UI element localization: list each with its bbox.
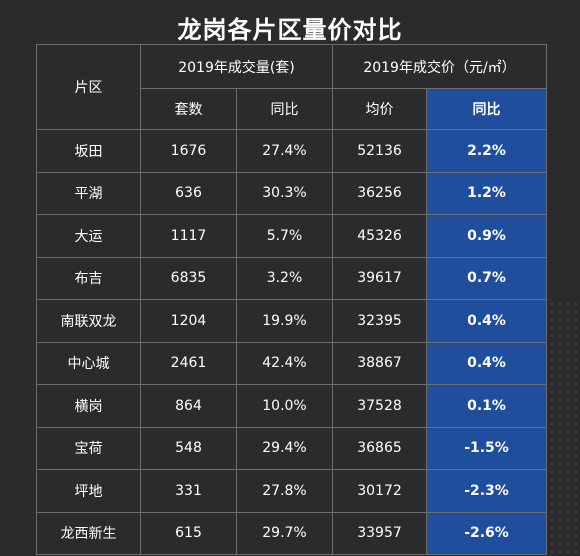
- cell-units-yoy: 29.7%: [236, 511, 333, 555]
- cell-avg-price: 37528: [332, 384, 427, 428]
- cell-zone: 坂田: [36, 129, 141, 173]
- cell-avg-price: 30172: [332, 469, 427, 513]
- cell-price-yoy: 0.9%: [425, 214, 548, 258]
- cell-units-yoy: 5.7%: [236, 214, 333, 258]
- cell-price-yoy: 1.2%: [425, 171, 548, 215]
- cell-zone: 大运: [36, 214, 141, 258]
- cell-units: 1204: [140, 299, 237, 343]
- cell-avg-price: 45326: [332, 214, 427, 258]
- table-row: 龙西新生 615 29.7% 33957 -2.6%: [36, 511, 548, 555]
- cell-units: 864: [140, 384, 237, 428]
- cell-units: 548: [140, 426, 237, 470]
- cell-price-yoy: 0.7%: [425, 256, 548, 300]
- cell-units: 1676: [140, 129, 237, 173]
- table-row: 大运 1117 5.7% 45326 0.9%: [36, 214, 548, 258]
- cell-zone: 南联双龙: [36, 299, 141, 343]
- header-units-yoy: 同比: [236, 88, 333, 130]
- table-row: 坂田 1676 27.4% 52136 2.2%: [36, 129, 548, 173]
- comparison-table: 片区 2019年成交量(套) 2019年成交价（元/㎡） 套数 同比 均价 同比…: [36, 44, 548, 555]
- cell-avg-price: 32395: [332, 299, 427, 343]
- table-row: 南联双龙 1204 19.9% 32395 0.4%: [36, 299, 548, 343]
- cell-price-yoy: 0.4%: [425, 341, 548, 385]
- table-row: 横岗 864 10.0% 37528 0.1%: [36, 384, 548, 428]
- cell-price-yoy: -2.6%: [425, 511, 548, 555]
- cell-price-yoy: 2.2%: [425, 129, 548, 173]
- cell-units: 615: [140, 511, 237, 555]
- cell-units-yoy: 42.4%: [236, 341, 333, 385]
- cell-units: 636: [140, 171, 237, 215]
- header-volume-group: 2019年成交量(套): [140, 44, 333, 89]
- table-row: 中心城 2461 42.4% 38867 0.4%: [36, 341, 548, 385]
- header-price-group: 2019年成交价（元/㎡）: [331, 44, 548, 89]
- cell-units: 2461: [140, 341, 237, 385]
- cell-avg-price: 39617: [332, 256, 427, 300]
- header-avg-price: 均价: [332, 88, 427, 130]
- cell-units-yoy: 3.2%: [236, 256, 333, 300]
- table-body: 坂田 1676 27.4% 52136 2.2% 平湖 636 30.3% 36256 1.2% 大…: [36, 129, 548, 555]
- table-row: 宝荷 548 29.4% 36865 -1.5%: [36, 426, 548, 470]
- table-row: 坪地 331 27.8% 30172 -2.3%: [36, 469, 548, 513]
- cell-price-yoy: -2.3%: [425, 469, 548, 513]
- cell-units-yoy: 30.3%: [236, 171, 333, 215]
- cell-units-yoy: 29.4%: [236, 426, 333, 470]
- cell-avg-price: 38867: [332, 341, 427, 385]
- cell-zone: 布吉: [36, 256, 141, 300]
- table-row: 平湖 636 30.3% 36256 1.2%: [36, 171, 548, 215]
- cell-units: 331: [140, 469, 237, 513]
- cell-zone: 龙西新生: [36, 511, 141, 555]
- cell-units-yoy: 27.8%: [236, 469, 333, 513]
- cell-units: 1117: [140, 214, 237, 258]
- cell-avg-price: 33957: [332, 511, 427, 555]
- cell-zone: 中心城: [36, 341, 141, 385]
- cell-price-yoy: 0.1%: [425, 384, 548, 428]
- page-title: 龙岗各片区量价对比: [177, 16, 403, 44]
- table-row: 布吉 6835 3.2% 39617 0.7%: [36, 256, 548, 300]
- cell-zone: 坪地: [36, 469, 141, 513]
- cell-zone: 平湖: [36, 171, 141, 215]
- cell-units-yoy: 27.4%: [236, 129, 333, 173]
- cell-units: 6835: [140, 256, 237, 300]
- cell-avg-price: 36865: [332, 426, 427, 470]
- header-price-yoy: 同比: [425, 88, 548, 130]
- cell-avg-price: 52136: [332, 129, 427, 173]
- cell-zone: 宝荷: [36, 426, 141, 470]
- cell-avg-price: 36256: [332, 171, 427, 215]
- cell-units-yoy: 10.0%: [236, 384, 333, 428]
- cell-units-yoy: 19.9%: [236, 299, 333, 343]
- cell-price-yoy: 0.4%: [425, 299, 548, 343]
- cell-price-yoy: -1.5%: [425, 426, 548, 470]
- header-zone: 片区: [36, 44, 141, 130]
- cell-zone: 横岗: [36, 384, 141, 428]
- header-units: 套数: [140, 88, 237, 130]
